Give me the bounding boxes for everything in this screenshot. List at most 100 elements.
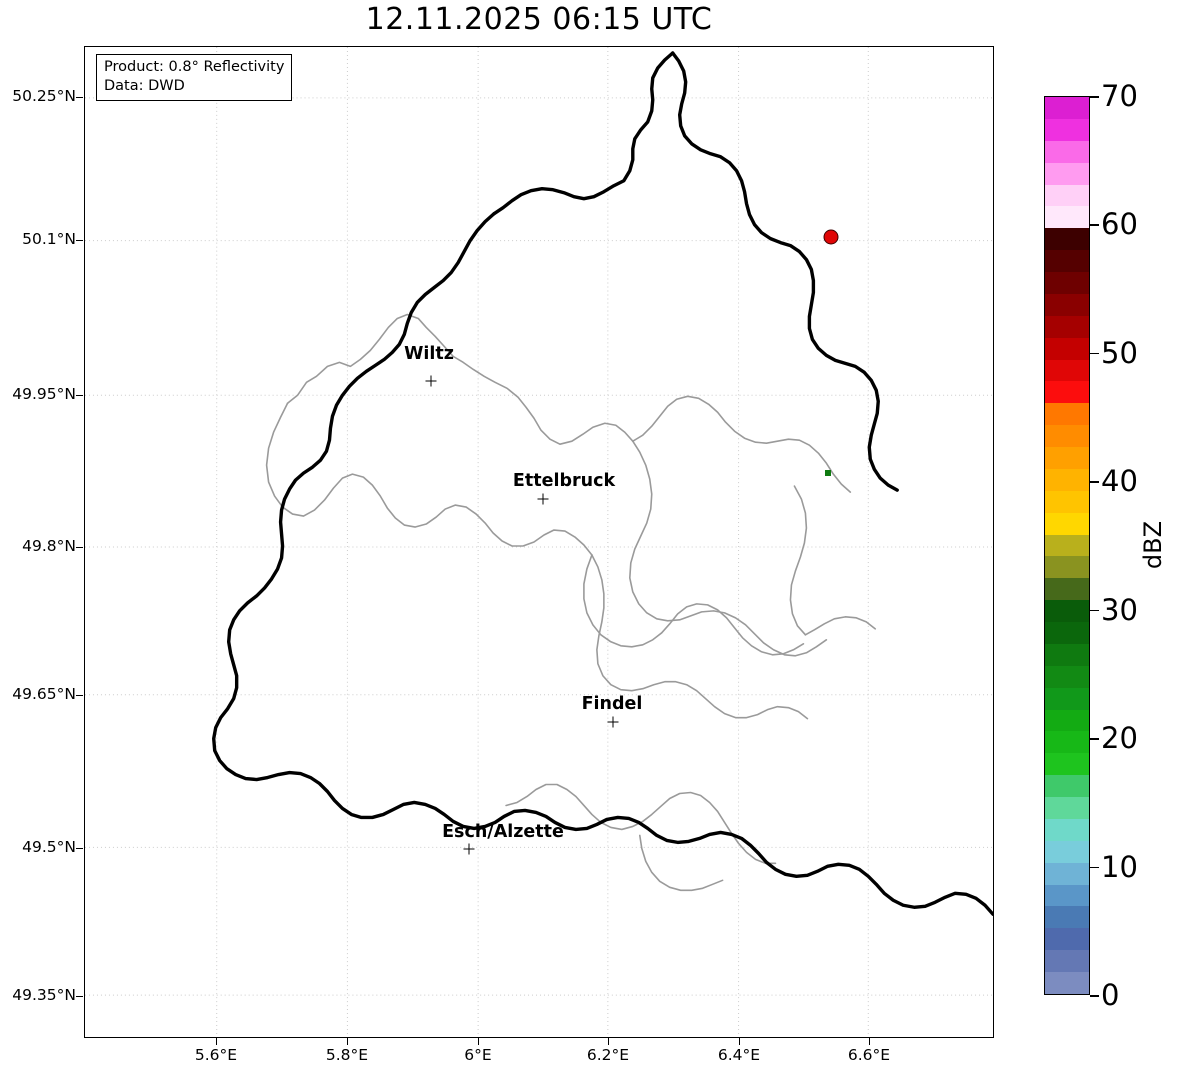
x-tick-mark-5 [869,1038,870,1045]
y-tick-label-3: 49.8°N [0,537,76,555]
colorbar-tick-mark-60 [1090,224,1099,226]
radar-map-figure: 12.11.2025 06:15 UTC 50.25°N 50.1°N 49.95°… [0,0,1184,1081]
colorbar-band-9 [1045,775,1089,797]
city-label-wiltz: Wiltz [404,344,454,364]
x-tick-mark-3 [608,1038,609,1045]
colorbar-band-13 [1045,688,1089,710]
colorbar-band-20 [1045,535,1089,557]
colorbar-band-34 [1045,228,1089,250]
y-tick-label-4: 49.65°N [0,685,76,703]
colorbar-tick-mark-10 [1090,867,1099,869]
x-tick-label-5: 6.6°E [824,1046,914,1064]
x-tick-mark-2 [478,1038,479,1045]
colorbar-band-36 [1045,185,1089,207]
y-tick-mark-3 [76,547,83,548]
colorbar-band-25 [1045,425,1089,447]
map-canvas [85,47,993,1037]
y-tick-label-0: 50.25°N [0,87,76,105]
colorbar-band-8 [1045,797,1089,819]
x-tick-label-0: 5.6°E [171,1046,261,1064]
colorbar-band-40 [1045,97,1089,119]
colorbar-band-33 [1045,250,1089,272]
colorbar-band-38 [1045,141,1089,163]
colorbar-band-18 [1045,578,1089,600]
colorbar-band-29 [1045,338,1089,360]
colorbar-band-30 [1045,316,1089,338]
colorbar-band-23 [1045,469,1089,491]
colorbar-tick-label-20: 20 [1101,721,1138,755]
colorbar-band-11 [1045,731,1089,753]
city-marker-ettelbruck [538,494,549,505]
colorbar-band-19 [1045,556,1089,578]
city-label-ettelbruck: Ettelbruck [513,471,615,491]
product-info-box: Product: 0.8° Reflectivity Data: DWD [96,54,292,101]
colorbar-band-10 [1045,753,1089,775]
colorbar-tick-label-70: 70 [1101,79,1138,113]
colorbar-tick-mark-70 [1090,96,1099,98]
city-label-findel: Findel [582,694,643,714]
colorbar-band-37 [1045,163,1089,185]
colorbar[interactable] [1044,96,1090,995]
city-label-esch-alzette: Esch/Alzette [442,822,564,842]
colorbar-tick-mark-20 [1090,738,1099,740]
y-tick-mark-6 [76,996,83,997]
colorbar-band-6 [1045,841,1089,863]
colorbar-band-35 [1045,206,1089,228]
colorbar-band-21 [1045,513,1089,535]
colorbar-tick-mark-30 [1090,610,1099,612]
colorbar-tick-label-0: 0 [1101,978,1119,1012]
x-tick-mark-1 [347,1038,348,1045]
x-tick-label-4: 6.4°E [694,1046,784,1064]
colorbar-tick-label-50: 50 [1101,336,1138,370]
colorbar-band-26 [1045,403,1089,425]
colorbar-tick-mark-40 [1090,481,1099,483]
colorbar-tick-mark-50 [1090,353,1099,355]
colorbar-band-31 [1045,294,1089,316]
colorbar-band-12 [1045,710,1089,732]
city-marker-wiltz [426,376,437,387]
colorbar-band-5 [1045,863,1089,885]
y-tick-label-1: 50.1°N [0,230,76,248]
y-tick-label-6: 49.35°N [0,986,76,1004]
city-marker-esch-alzette [464,844,475,855]
x-tick-label-3: 6.2°E [563,1046,653,1064]
colorbar-tick-label-30: 30 [1101,593,1138,627]
echo-high-marker [824,230,839,245]
colorbar-band-3 [1045,906,1089,928]
colorbar-band-17 [1045,600,1089,622]
x-tick-label-1: 5.8°E [302,1046,392,1064]
y-tick-mark-2 [76,395,83,396]
colorbar-band-16 [1045,622,1089,644]
gridlines [85,47,993,1037]
echo-low-marker [825,470,831,476]
y-tick-mark-5 [76,848,83,849]
map-axes[interactable]: Product: 0.8° Reflectivity Data: DWD Wil… [84,46,994,1038]
colorbar-tick-label-10: 10 [1101,850,1138,884]
colorbar-band-24 [1045,447,1089,469]
colorbar-band-15 [1045,644,1089,666]
y-tick-mark-4 [76,695,83,696]
city-marker-findel [608,717,619,728]
info-product-line: Product: 0.8° Reflectivity [104,58,284,77]
y-tick-label-2: 49.95°N [0,385,76,403]
colorbar-band-2 [1045,928,1089,950]
district-boundaries [267,314,876,890]
colorbar-band-39 [1045,119,1089,141]
info-data-line: Data: DWD [104,77,284,96]
figure-title: 12.11.2025 06:15 UTC [84,2,994,37]
colorbar-band-22 [1045,491,1089,513]
colorbar-band-28 [1045,360,1089,382]
colorbar-tick-label-40: 40 [1101,464,1138,498]
y-tick-mark-0 [76,97,83,98]
colorbar-band-0 [1045,972,1089,994]
colorbar-band-1 [1045,950,1089,972]
colorbar-band-27 [1045,381,1089,403]
colorbar-tick-label-60: 60 [1101,207,1138,241]
colorbar-tick-mark-0 [1090,995,1099,997]
y-tick-label-5: 49.5°N [0,838,76,856]
x-tick-mark-0 [216,1038,217,1045]
colorbar-band-7 [1045,819,1089,841]
colorbar-band-14 [1045,666,1089,688]
x-tick-mark-4 [739,1038,740,1045]
x-tick-label-2: 6°E [433,1046,523,1064]
